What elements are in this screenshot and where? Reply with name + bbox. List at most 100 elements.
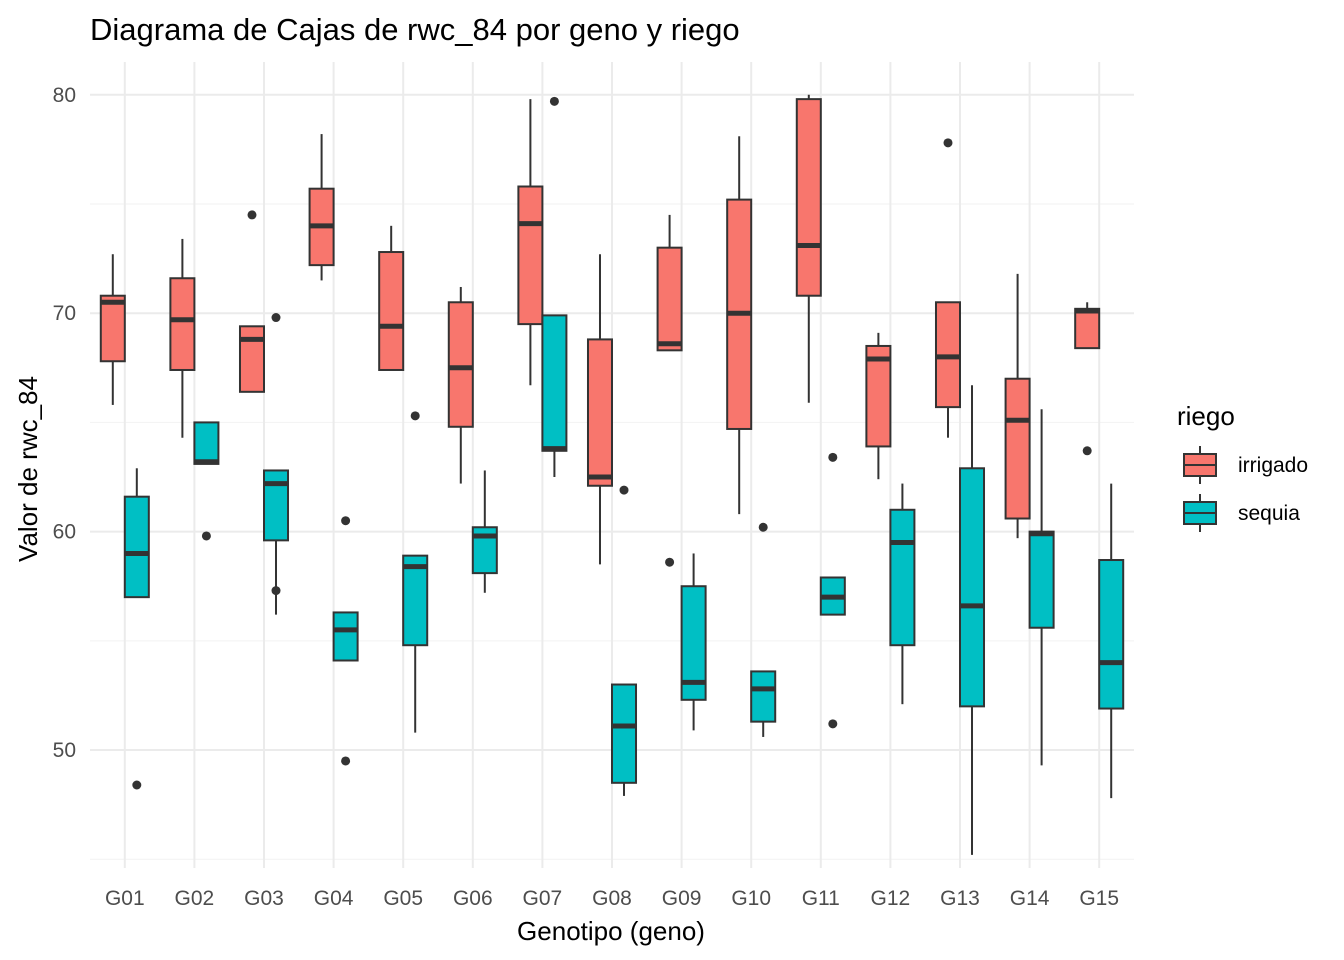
box-irrigado-G15: [1074, 302, 1101, 456]
outlier-point: [341, 756, 351, 766]
box-sequia-G01: [123, 468, 150, 790]
box-body: [959, 467, 986, 708]
box-body: [193, 421, 220, 465]
outlier-point: [410, 411, 420, 421]
box-body: [332, 611, 359, 662]
box-body: [795, 98, 822, 297]
box-body: [1074, 307, 1101, 350]
box-sequia-G02: [193, 421, 220, 541]
x-tick-label: G06: [453, 887, 493, 910]
box-irrigado-G03: [238, 210, 266, 393]
y-tick-label: 60: [53, 521, 76, 544]
legend-label: irrigado: [1238, 454, 1308, 477]
chart-title: Diagrama de Cajas de rwc_84 por geno y r…: [90, 12, 740, 47]
y-axis-tick-labels: 50 60 70 80: [53, 84, 76, 762]
outlier-point: [665, 557, 675, 567]
box-sequia-G03: [263, 313, 290, 615]
legend-item-sequia: sequia: [1183, 494, 1300, 532]
outlier-point: [201, 531, 211, 541]
box-irrigado-G08: [586, 254, 613, 565]
box-marks: [99, 94, 1125, 855]
box-body: [402, 554, 429, 647]
x-tick-label: G12: [871, 887, 911, 910]
outlier-point: [271, 586, 281, 596]
legend-title: riego: [1177, 401, 1235, 431]
box-sequia-G15: [1098, 483, 1125, 799]
box-body: [656, 246, 683, 352]
box-sequia-G13: [959, 385, 986, 855]
x-tick-label: G01: [105, 887, 145, 910]
box-sequia-G05: [402, 411, 429, 733]
x-tick-label: G15: [1079, 887, 1119, 910]
x-tick-label: G11: [802, 887, 840, 910]
box-body: [517, 185, 544, 326]
box-irrigado-G13: [934, 138, 961, 438]
outlier-point: [943, 138, 953, 148]
outlier-point: [619, 485, 629, 495]
y-tick-label: 50: [53, 739, 76, 762]
x-tick-label: G09: [662, 887, 702, 910]
box-sequia-G04: [332, 516, 359, 766]
box-irrigado-G02: [169, 238, 196, 438]
box-body: [889, 508, 916, 647]
x-tick-label: G14: [1010, 887, 1050, 910]
box-body: [123, 495, 150, 599]
box-irrigado-G12: [865, 332, 892, 480]
box-body: [1028, 530, 1055, 629]
box-body: [447, 301, 474, 428]
box-irrigado-G07: [517, 99, 544, 386]
box-irrigado-G01: [99, 254, 126, 405]
box-body: [263, 469, 290, 542]
box-sequia-G08: [611, 485, 638, 796]
outlier-point: [828, 452, 838, 462]
box-sequia-G14: [1028, 409, 1055, 766]
x-tick-label: G08: [592, 887, 632, 910]
outlier-point: [132, 780, 142, 790]
box-body: [586, 338, 613, 487]
box-irrigado-G14: [1004, 273, 1031, 539]
box-body: [238, 325, 266, 393]
box-irrigado-G04: [308, 134, 335, 281]
y-tick-label: 70: [53, 302, 76, 325]
box-irrigado-G06: [447, 286, 474, 484]
box-body: [865, 344, 892, 448]
x-tick-label: G10: [731, 887, 771, 910]
x-axis-tick-labels: G01 G02 G03 G04 G05 G06 G07 G08 G09 G10 G11 G12 G13 G…: [105, 887, 1119, 910]
outlier-point: [549, 96, 559, 106]
x-tick-label: G02: [175, 887, 215, 910]
box-body: [611, 683, 638, 784]
outlier-point: [247, 210, 257, 220]
box-body: [99, 294, 126, 363]
outlier-point: [1082, 446, 1092, 456]
box-body: [541, 314, 568, 452]
legend-label: sequia: [1238, 502, 1300, 525]
box-body: [750, 670, 777, 723]
x-tick-label: G13: [940, 887, 980, 910]
y-tick-label: 80: [53, 84, 76, 107]
box-irrigado-G05: [378, 225, 405, 371]
box-body: [1004, 377, 1031, 520]
x-tick-label: G03: [244, 887, 284, 910]
y-axis-title: Valor de rwc_84: [13, 376, 43, 562]
box-body: [169, 277, 196, 371]
box-sequia-G12: [889, 483, 916, 705]
x-tick-label: G07: [523, 887, 563, 910]
box-sequia-G09: [680, 553, 707, 731]
legend: riego irrigado sequia: [1177, 401, 1308, 532]
x-tick-label: G04: [314, 887, 354, 910]
outlier-point: [271, 313, 281, 323]
box-irrigado-G11: [795, 94, 822, 403]
box-sequia-G10: [750, 522, 777, 737]
box-irrigado-G10: [726, 136, 753, 515]
x-axis-title: Genotipo (geno): [517, 916, 705, 946]
x-tick-label: G05: [383, 887, 423, 910]
box-sequia-G07: [541, 96, 568, 478]
box-sequia-G06: [471, 470, 498, 593]
outlier-point: [828, 719, 838, 729]
box-sequia-G11: [819, 452, 846, 729]
outlier-point: [341, 516, 351, 526]
box-body: [378, 251, 405, 371]
box-irrigado-G09: [656, 214, 683, 567]
